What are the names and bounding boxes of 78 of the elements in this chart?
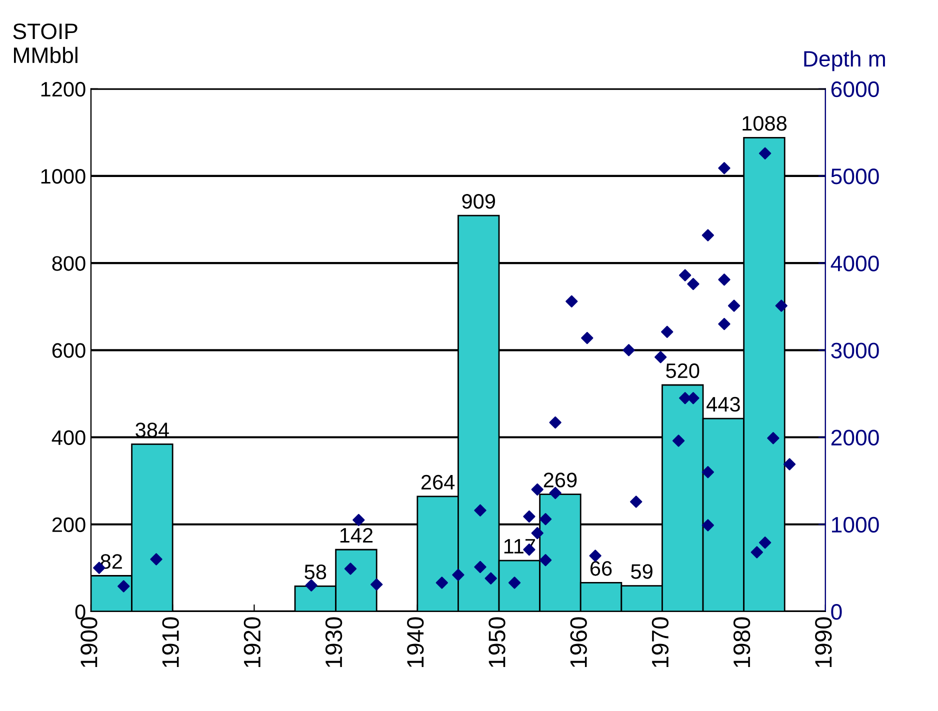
- data-label: 384: [136, 422, 169, 438]
- point: [661, 326, 674, 338]
- x-tick-label: 1970: [652, 617, 669, 668]
- data-label: 59: [631, 564, 652, 579]
- point: [687, 278, 700, 290]
- y-tick-label: 200: [52, 517, 86, 532]
- data-label: 264: [421, 474, 455, 490]
- point: [566, 295, 578, 308]
- x-tick-label: 1910: [162, 617, 179, 668]
- point: [436, 576, 448, 589]
- point: [775, 300, 788, 312]
- y-axis-title: STOIP MMbbl: [13, 23, 78, 64]
- point: [783, 458, 796, 470]
- point: [352, 514, 365, 526]
- x-tick-label: 1980: [733, 617, 750, 668]
- data-label: 443: [706, 396, 740, 412]
- point: [484, 572, 497, 584]
- point: [549, 416, 562, 429]
- point: [549, 486, 562, 500]
- y-tick-label: 0: [75, 604, 86, 620]
- point: [702, 229, 714, 242]
- point: [679, 269, 692, 282]
- x-tick-label: 1950: [488, 617, 506, 668]
- point: [654, 351, 667, 364]
- y2-tick-label: 6000: [831, 81, 879, 98]
- point: [150, 553, 162, 566]
- data-label: 142: [340, 528, 373, 543]
- point: [531, 483, 544, 496]
- point: [452, 568, 464, 581]
- point: [672, 434, 685, 447]
- point: [474, 504, 486, 516]
- x-tick-label: 1930: [325, 617, 342, 668]
- x-tick-label: 1990: [815, 617, 832, 668]
- point: [589, 550, 602, 562]
- point: [539, 513, 552, 526]
- y2-tick-label: 4000: [830, 256, 879, 272]
- y-tick-label: 600: [52, 343, 86, 358]
- y-tick-label: 800: [52, 256, 86, 271]
- x-tick-label: 1940: [407, 617, 424, 668]
- point: [702, 519, 714, 532]
- data-label: 909: [462, 194, 496, 209]
- x-tick-label: 1900: [80, 617, 98, 668]
- y-tick-label: 1000: [41, 168, 86, 184]
- y2-tick-label: 3000: [831, 342, 879, 358]
- x-tick-label: 1920: [244, 617, 261, 668]
- y2-tick-label: 5000: [831, 168, 879, 184]
- point: [370, 578, 383, 591]
- point: [630, 496, 642, 508]
- y-tick-label: 1200: [41, 82, 86, 97]
- point: [539, 554, 552, 566]
- point: [531, 527, 544, 540]
- point: [474, 560, 486, 574]
- point: [118, 580, 130, 592]
- y2-tick-label: 1000: [832, 516, 879, 533]
- y2-axis-title: Depth m: [804, 50, 885, 72]
- point: [622, 344, 635, 356]
- data-label: 58: [304, 564, 326, 580]
- point: [718, 162, 730, 174]
- point: [718, 274, 730, 286]
- point: [767, 432, 780, 444]
- y-tick-label: 400: [52, 430, 86, 446]
- data-label: 520: [666, 363, 700, 378]
- point: [523, 510, 536, 523]
- y2-tick-label: 2000: [831, 430, 879, 446]
- x-tick-label: 1960: [570, 617, 587, 668]
- point: [758, 536, 772, 549]
- point: [344, 562, 357, 575]
- data-label: 269: [544, 472, 577, 488]
- y2-tick-label: 0: [831, 604, 842, 620]
- point: [305, 579, 318, 592]
- data-label: 1088: [742, 116, 787, 131]
- point: [718, 318, 730, 330]
- point: [581, 332, 594, 344]
- point: [758, 147, 772, 160]
- point: [728, 300, 740, 312]
- data-label: 66: [590, 561, 612, 576]
- point: [702, 466, 714, 478]
- point: [750, 546, 763, 558]
